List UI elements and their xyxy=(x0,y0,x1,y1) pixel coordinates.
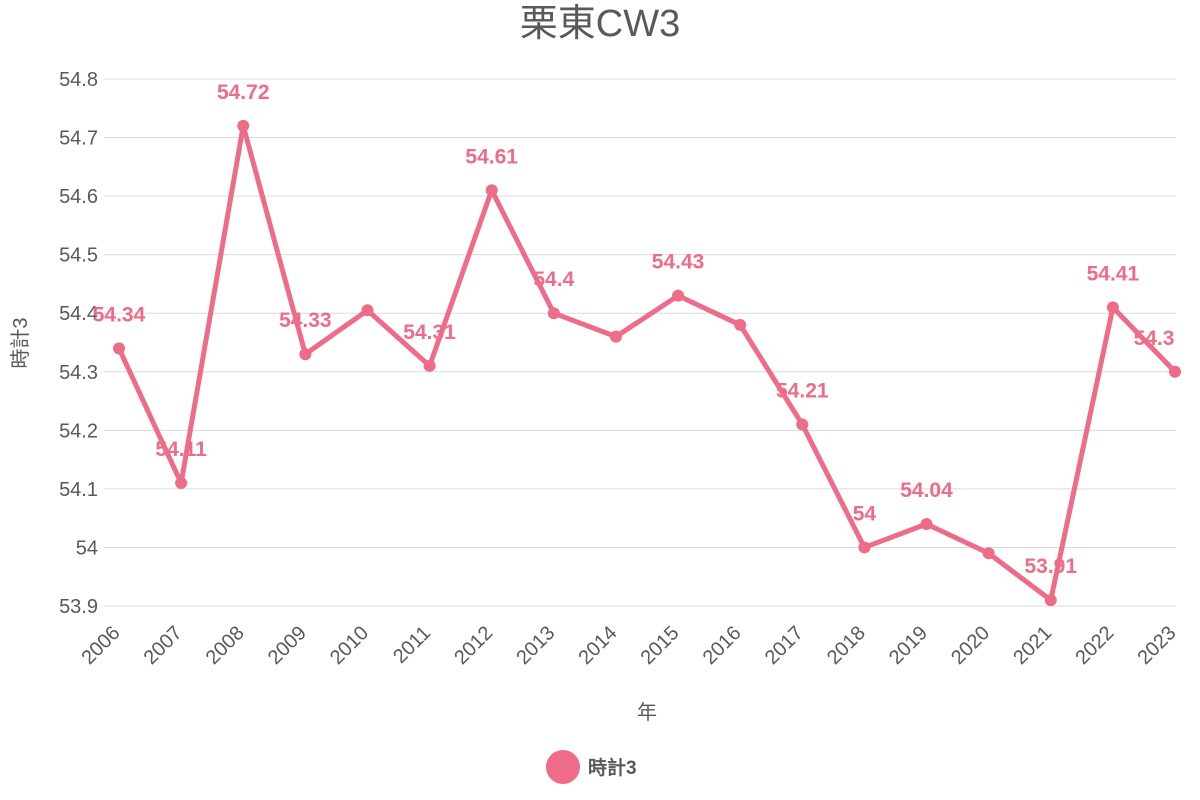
data-label: 54.41 xyxy=(1087,262,1140,285)
y-tick-label: 54.2 xyxy=(59,420,98,442)
data-label: 54.33 xyxy=(279,309,332,332)
y-tick-label: 54.3 xyxy=(59,362,98,384)
data-label: 54.4 xyxy=(533,268,574,291)
x-tick-label: 2018 xyxy=(823,622,870,669)
x-tick-label: 2013 xyxy=(512,622,559,669)
x-tick-label: 2009 xyxy=(264,622,311,669)
y-tick-label: 53.9 xyxy=(59,596,98,618)
x-tick-label: 2016 xyxy=(699,622,746,669)
data-point[interactable] xyxy=(858,541,871,554)
x-tick-label: 2007 xyxy=(140,622,187,669)
data-label: 54.11 xyxy=(155,438,207,461)
x-tick-label: 2011 xyxy=(389,622,435,668)
x-tick-label: 2015 xyxy=(637,622,684,669)
y-axis-ticks: 53.9 54 54.1 54.2 54.3 54.4 54.5 54.6 54.7 54.8 xyxy=(59,69,98,618)
legend[interactable]: 時計3 xyxy=(546,750,637,784)
data-label: 54.04 xyxy=(900,479,953,502)
y-tick-label: 54.1 xyxy=(59,479,98,501)
x-axis-label: 年 xyxy=(637,701,657,724)
x-axis-ticks: 2006 2007 2008 2009 2010 2011 2012 2013 2014 2015… xyxy=(78,622,1181,669)
data-label: 53.91 xyxy=(1024,555,1077,578)
y-tick-label: 54.4 xyxy=(59,303,98,325)
y-tick-label: 54.5 xyxy=(59,245,98,267)
chart-title: 栗東CW3 xyxy=(520,3,680,45)
series-line xyxy=(116,123,1178,603)
data-point[interactable] xyxy=(299,348,312,361)
data-label: 54.61 xyxy=(465,145,518,168)
x-tick-label: 2022 xyxy=(1071,622,1118,669)
data-point[interactable] xyxy=(920,518,933,531)
series-line-group xyxy=(113,119,1181,607)
data-point[interactable] xyxy=(485,184,498,197)
data-label: 54.43 xyxy=(652,251,705,274)
x-tick-label: 2010 xyxy=(326,622,373,669)
x-tick-label: 2017 xyxy=(761,622,808,669)
data-point[interactable] xyxy=(547,307,560,320)
x-tick-label: 2014 xyxy=(574,622,621,669)
data-point[interactable] xyxy=(672,289,685,302)
x-tick-label: 2008 xyxy=(202,622,249,669)
legend-label: 時計3 xyxy=(588,756,637,779)
data-point[interactable] xyxy=(1044,594,1057,607)
y-axis-label: 時計3 xyxy=(9,317,32,368)
x-tick-label: 2020 xyxy=(947,622,994,669)
data-point[interactable] xyxy=(361,304,374,317)
y-tick-label: 54 xyxy=(76,537,98,559)
data-point[interactable] xyxy=(609,330,622,343)
grid-lines xyxy=(104,78,1176,607)
y-tick-label: 54.8 xyxy=(59,69,98,91)
data-point[interactable] xyxy=(1106,301,1119,314)
x-tick-label: 2021 xyxy=(1009,622,1056,669)
data-label: 54.31 xyxy=(403,321,456,344)
x-tick-label: 2012 xyxy=(450,622,497,669)
data-label: 54.21 xyxy=(776,379,829,402)
data-point[interactable] xyxy=(237,119,250,132)
data-point[interactable] xyxy=(175,477,188,490)
data-label: 54.72 xyxy=(217,81,270,104)
data-point[interactable] xyxy=(982,547,995,560)
y-tick-label: 54.7 xyxy=(59,128,98,150)
data-point[interactable] xyxy=(113,342,125,355)
x-tick-label: 2006 xyxy=(78,622,125,669)
x-tick-label: 2019 xyxy=(885,622,932,669)
data-label: 54 xyxy=(853,502,877,525)
data-point[interactable] xyxy=(1169,365,1181,378)
data-labels: 54.34 54.11 54.72 54.33 54.31 54.61 54.4 54.43 5… xyxy=(93,81,1175,578)
y-tick-label: 54.6 xyxy=(59,186,98,208)
data-point[interactable] xyxy=(796,418,809,431)
data-point[interactable] xyxy=(734,318,747,331)
legend-marker-icon xyxy=(546,750,580,784)
data-label: 54.3 xyxy=(1134,327,1175,350)
data-point[interactable] xyxy=(423,359,436,372)
data-label: 54.34 xyxy=(93,303,146,326)
x-tick-label: 2023 xyxy=(1134,622,1181,669)
